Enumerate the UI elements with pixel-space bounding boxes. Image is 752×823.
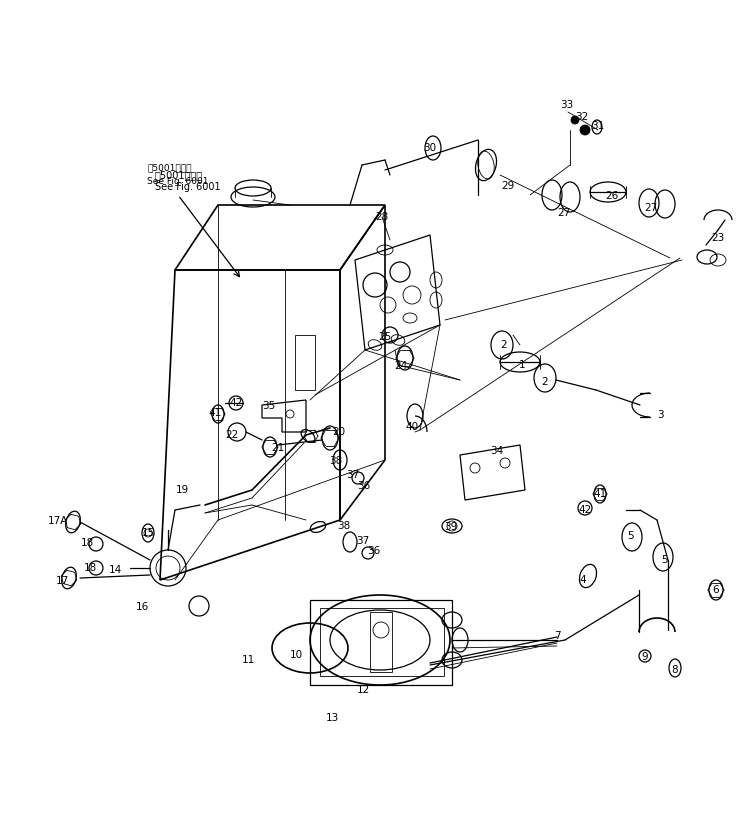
Text: 5: 5 — [662, 555, 669, 565]
Text: 23: 23 — [711, 233, 725, 243]
Text: 27: 27 — [557, 208, 571, 218]
Text: 35: 35 — [262, 401, 276, 411]
Text: 39: 39 — [444, 522, 458, 532]
Text: 4: 4 — [580, 575, 587, 585]
Text: 42: 42 — [229, 398, 243, 408]
Text: 6: 6 — [713, 585, 720, 595]
Text: 22: 22 — [226, 430, 238, 440]
Text: 17A: 17A — [48, 516, 68, 526]
Text: 10: 10 — [290, 650, 302, 660]
Text: 28: 28 — [375, 212, 389, 222]
Text: 9: 9 — [641, 652, 648, 662]
Text: 41: 41 — [208, 408, 222, 418]
Text: 14: 14 — [108, 565, 122, 575]
Circle shape — [571, 116, 579, 124]
Text: 30: 30 — [423, 143, 437, 153]
Text: 2: 2 — [501, 340, 508, 350]
Text: 7: 7 — [553, 631, 560, 641]
Text: See Fig. 6001: See Fig. 6001 — [147, 176, 208, 185]
Text: 42: 42 — [578, 505, 592, 515]
Text: 26: 26 — [605, 191, 619, 201]
Text: 33: 33 — [560, 100, 574, 110]
Text: 36: 36 — [357, 481, 371, 491]
Text: 13: 13 — [326, 713, 338, 723]
Text: 図5001図参照: 図5001図参照 — [147, 164, 192, 173]
Text: 38: 38 — [329, 456, 343, 466]
Text: 図5001図参照: 図5001図参照 — [155, 170, 203, 180]
Text: 27: 27 — [644, 203, 658, 213]
Text: 3: 3 — [656, 410, 663, 420]
Text: 40: 40 — [405, 422, 419, 432]
Text: 15: 15 — [141, 528, 155, 538]
Text: 18: 18 — [80, 538, 94, 548]
Text: 29: 29 — [502, 181, 514, 191]
Circle shape — [580, 125, 590, 135]
Bar — [320, 608, 444, 676]
Text: 5: 5 — [626, 531, 633, 541]
Text: 37: 37 — [356, 536, 370, 546]
Text: 32: 32 — [575, 112, 589, 122]
Text: 12: 12 — [356, 685, 370, 695]
Text: 17: 17 — [56, 576, 68, 586]
Text: 11: 11 — [241, 655, 255, 665]
Text: 8: 8 — [672, 665, 678, 675]
Text: 18: 18 — [83, 563, 96, 573]
Text: 1: 1 — [519, 360, 526, 370]
Text: 34: 34 — [490, 446, 504, 456]
Text: 20: 20 — [332, 427, 346, 437]
Text: 41: 41 — [593, 489, 607, 499]
Text: 16: 16 — [135, 602, 149, 612]
Text: 25: 25 — [378, 332, 392, 342]
Text: 24: 24 — [394, 361, 408, 371]
Text: 36: 36 — [368, 546, 381, 556]
Text: See Fig. 6001: See Fig. 6001 — [155, 182, 220, 192]
Text: 2: 2 — [541, 377, 548, 387]
Bar — [370, 612, 392, 672]
Bar — [295, 335, 315, 390]
Text: 37: 37 — [347, 470, 359, 480]
Text: 21: 21 — [271, 443, 284, 453]
Text: 19: 19 — [175, 485, 189, 495]
Text: 38: 38 — [338, 521, 350, 531]
Text: 31: 31 — [591, 121, 605, 131]
